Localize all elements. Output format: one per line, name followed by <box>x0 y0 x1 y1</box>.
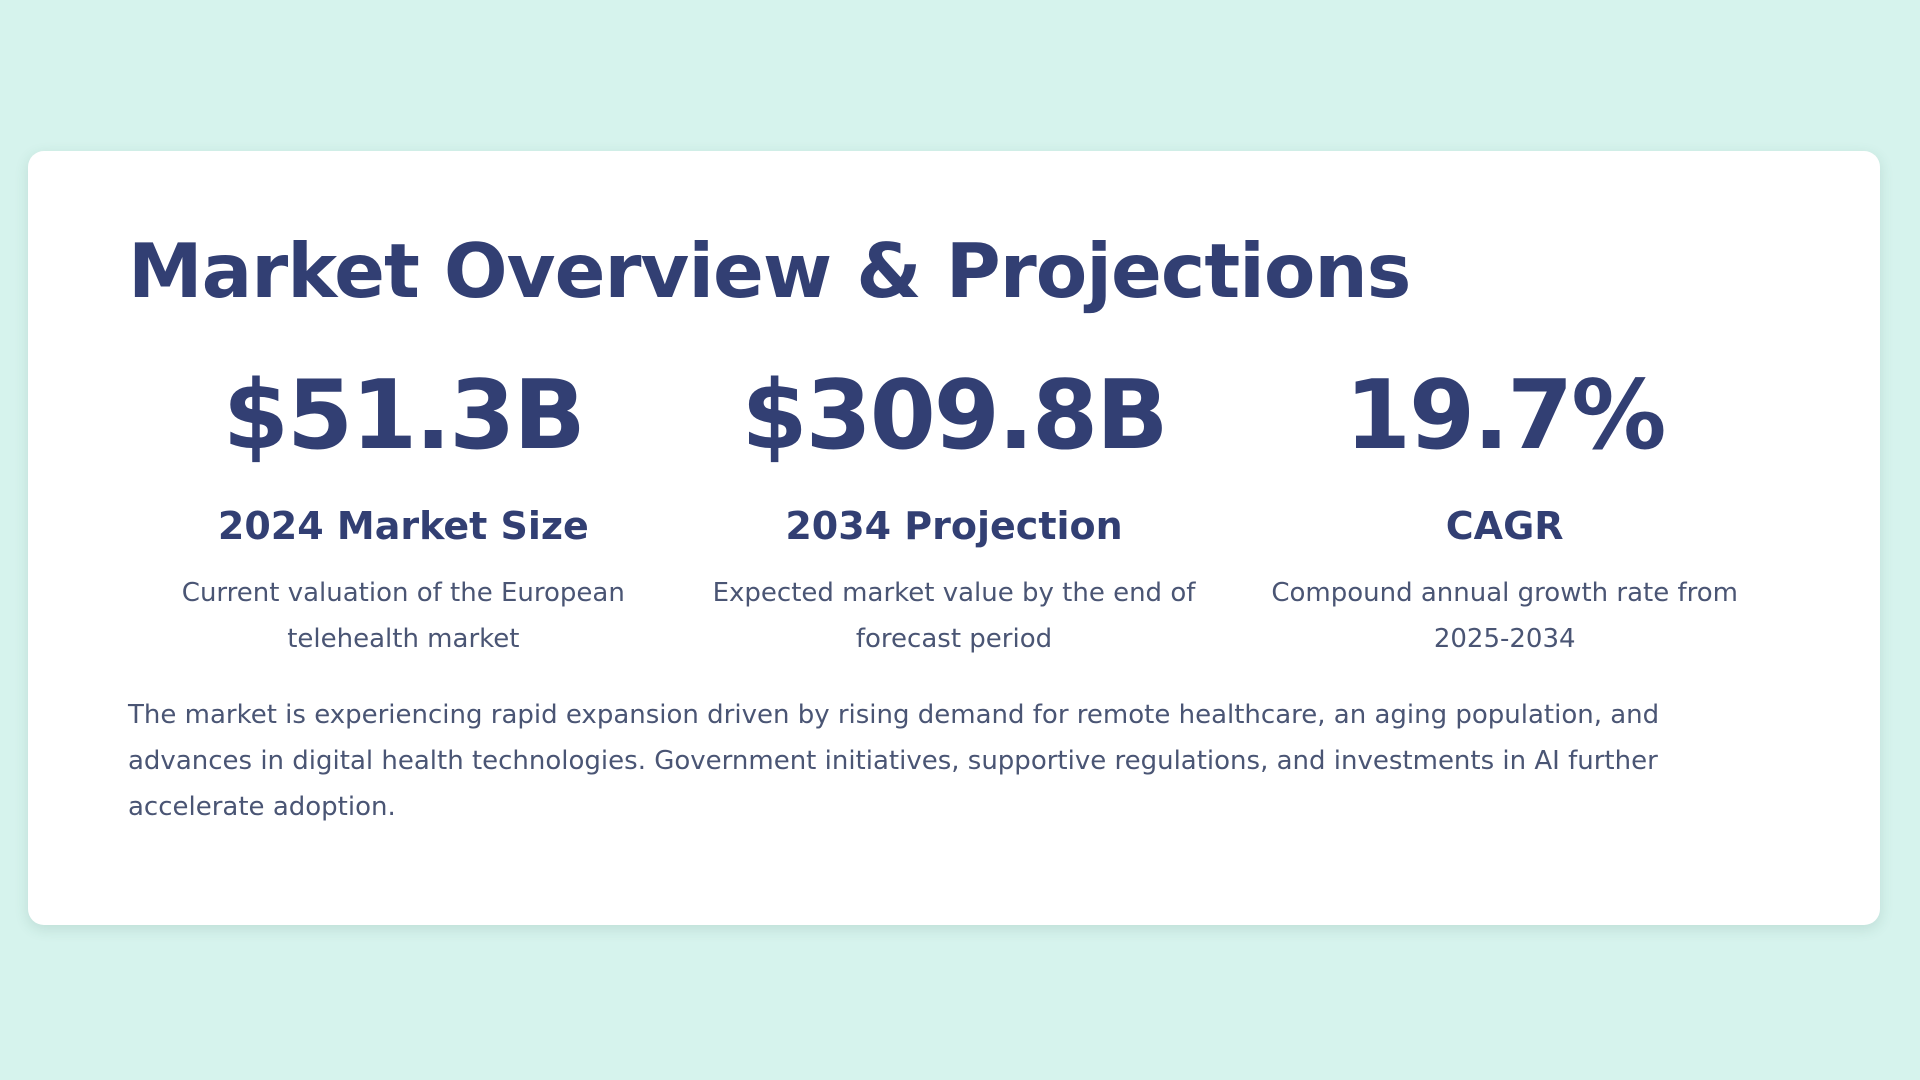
stat-description: Expected market value by the end of fore… <box>712 577 1196 654</box>
stats-row: $51.3B 2024 Market Size Current valuatio… <box>128 369 1780 662</box>
summary-paragraph: The market is experiencing rapid expansi… <box>128 699 1660 822</box>
card-title: Market Overview & Projections <box>128 227 1411 315</box>
stat-value: 19.7% <box>1344 361 1667 471</box>
stat-cagr: 19.7% CAGR Compound annual growth rate f… <box>1229 369 1780 662</box>
stat-projection: $309.8B 2034 Projection Expected market … <box>679 369 1230 662</box>
stat-value: $51.3B <box>222 361 586 471</box>
stat-market-size: $51.3B 2024 Market Size Current valuatio… <box>128 369 679 662</box>
stat-description: Current valuation of the European telehe… <box>181 577 625 654</box>
stat-label: 2034 Projection <box>785 504 1123 548</box>
stat-value: $309.8B <box>741 361 1169 471</box>
stat-label: CAGR <box>1445 504 1564 548</box>
stat-description: Compound annual growth rate from 2025-20… <box>1271 577 1738 654</box>
market-overview-card: Market Overview & Projections $51.3B 202… <box>28 151 1880 925</box>
stat-label: 2024 Market Size <box>217 504 589 548</box>
